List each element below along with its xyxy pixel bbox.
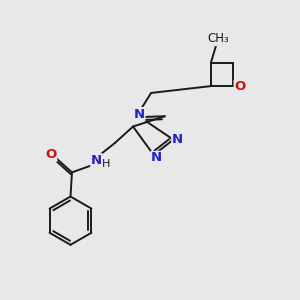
- Text: N: N: [151, 152, 162, 164]
- Text: N: N: [91, 154, 102, 167]
- Text: N: N: [134, 108, 145, 121]
- Text: O: O: [45, 148, 57, 161]
- Text: CH₃: CH₃: [208, 32, 230, 46]
- Text: N: N: [172, 133, 183, 146]
- Text: H: H: [102, 159, 110, 169]
- Text: O: O: [234, 80, 245, 93]
